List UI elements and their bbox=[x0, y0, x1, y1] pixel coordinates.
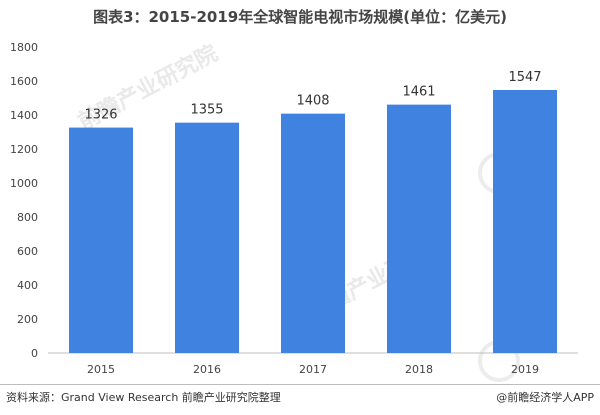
x-tick-label: 2018 bbox=[405, 363, 433, 376]
bar-2018 bbox=[387, 104, 451, 353]
x-tick-label: 2017 bbox=[299, 363, 327, 376]
data-label: 1461 bbox=[402, 85, 435, 100]
bar-2016 bbox=[175, 122, 239, 354]
y-tick-label: 600 bbox=[17, 245, 38, 258]
bar-2019 bbox=[493, 90, 557, 353]
y-tick-label: 400 bbox=[17, 279, 38, 292]
bar-2015 bbox=[69, 127, 133, 353]
y-tick-label: 0 bbox=[31, 347, 38, 360]
x-tick-label: 2019 bbox=[511, 363, 539, 376]
x-tick-label: 2016 bbox=[193, 363, 221, 376]
data-label: 1547 bbox=[508, 70, 541, 85]
y-tick-label: 1200 bbox=[10, 143, 38, 156]
data-label: 1408 bbox=[296, 94, 329, 109]
y-tick-label: 1000 bbox=[10, 177, 38, 190]
data-label: 1326 bbox=[84, 108, 117, 123]
data-label: 1355 bbox=[190, 103, 223, 118]
bar-2017 bbox=[281, 113, 345, 353]
footer-divider bbox=[0, 384, 600, 385]
y-tick-label: 800 bbox=[17, 211, 38, 224]
y-tick-label: 1600 bbox=[10, 75, 38, 88]
brand-credit: @前瞻经济学人APP bbox=[496, 391, 594, 404]
source-note: 资料来源：Grand View Research 前瞻产业研究院整理 bbox=[6, 391, 281, 404]
y-tick-label: 200 bbox=[17, 313, 38, 326]
y-tick-label: 1800 bbox=[10, 41, 38, 54]
x-tick-label: 2015 bbox=[87, 363, 115, 376]
chart-title: 图表3：2015-2019年全球智能电视市场规模(单位：亿美元) bbox=[93, 8, 507, 26]
y-tick-label: 1400 bbox=[10, 109, 38, 122]
